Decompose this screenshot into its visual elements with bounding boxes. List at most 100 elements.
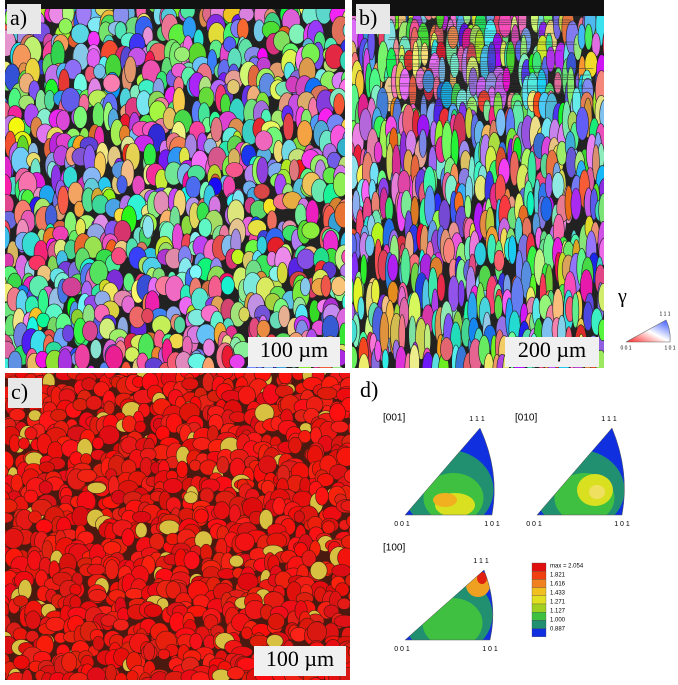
panel-label: c) — [11, 379, 28, 404]
grain — [575, 106, 589, 141]
corner-label: 1 0 1 — [482, 646, 498, 653]
grain — [21, 669, 33, 680]
grain — [0, 253, 4, 275]
grain — [316, 386, 338, 400]
grain — [92, 436, 104, 450]
legend-max: max = 2.054 — [550, 564, 584, 570]
grain — [238, 385, 256, 405]
grain — [120, 361, 132, 368]
grain — [507, 235, 517, 265]
grain — [77, 468, 97, 483]
scale-bar-label: 100 µm — [260, 337, 328, 362]
corner-label: 0 0 1 — [394, 646, 410, 653]
grain — [89, 339, 102, 360]
grain — [272, 496, 286, 516]
grain — [0, 323, 5, 346]
grain — [229, 354, 246, 368]
pole-figure-title: [010] — [515, 413, 537, 424]
grain — [348, 412, 350, 421]
grain — [105, 345, 124, 368]
corner-label: 1 1 1 — [473, 558, 489, 565]
grain — [443, 237, 455, 264]
grain — [422, 69, 435, 93]
grain — [210, 117, 223, 142]
pole-figure-title: [001] — [383, 413, 405, 424]
grain — [134, 420, 147, 433]
grain — [0, 557, 3, 570]
grain — [98, 425, 120, 445]
scale-box — [505, 337, 599, 367]
grain — [0, 181, 2, 199]
grain — [334, 201, 345, 228]
legend-swatch — [531, 562, 547, 572]
grain — [526, 191, 535, 217]
grain — [315, 486, 329, 506]
ipf-corner: 1 0 1 — [664, 345, 675, 351]
grain — [183, 491, 199, 504]
legend-level: 1.821 — [550, 573, 566, 579]
ipf-corner: 1 1 1 — [659, 311, 670, 317]
legend-swatch — [531, 603, 547, 613]
grain — [23, 489, 39, 504]
grain — [400, 247, 411, 287]
grain — [344, 574, 350, 587]
grain — [58, 18, 73, 35]
grain — [474, 241, 487, 266]
grain — [35, 519, 53, 534]
grain — [352, 221, 353, 233]
grain — [296, 120, 313, 147]
grain — [350, 463, 366, 478]
triangle-outline — [404, 427, 495, 516]
grain — [359, 108, 372, 142]
grain — [436, 273, 446, 302]
grain — [8, 408, 26, 422]
ipf-triangle — [625, 319, 671, 343]
grain — [240, 626, 253, 640]
grain — [193, 508, 209, 524]
grain — [174, 46, 190, 63]
grain — [570, 187, 582, 221]
grain — [61, 651, 78, 673]
grain — [282, 112, 294, 141]
grain — [157, 648, 171, 660]
grain — [0, 637, 3, 651]
grain — [301, 221, 321, 240]
grain — [309, 561, 328, 581]
grain — [5, 56, 6, 58]
grain — [346, 515, 350, 527]
grain — [183, 551, 201, 570]
grain — [332, 172, 345, 197]
grain — [0, 83, 3, 99]
grain — [181, 377, 199, 391]
legend-swatch — [531, 628, 547, 637]
grain — [440, 337, 454, 361]
grain — [320, 275, 332, 298]
grain — [293, 510, 305, 524]
legend-swatch — [531, 579, 547, 588]
grain — [85, 395, 103, 411]
triangle-outline — [404, 569, 494, 641]
corner-label: 1 0 1 — [614, 521, 630, 528]
grain — [441, 121, 453, 163]
grain — [69, 595, 82, 610]
grain — [62, 324, 75, 343]
corner-label: 0 0 1 — [526, 521, 542, 528]
contour — [589, 485, 605, 499]
grain — [267, 613, 285, 630]
grain — [28, 510, 42, 524]
grain — [173, 316, 186, 334]
contour — [422, 598, 483, 640]
grain — [176, 460, 189, 479]
grain — [45, 616, 66, 632]
panel-label: a) — [10, 5, 27, 30]
legend-level: 0.887 — [550, 627, 566, 633]
grain — [44, 90, 56, 111]
grain — [306, 621, 327, 643]
grain — [602, 32, 604, 57]
label-box — [8, 378, 42, 408]
grain — [0, 573, 3, 586]
grain — [237, 572, 259, 591]
grain — [121, 528, 135, 547]
grain — [506, 40, 516, 75]
grain — [5, 672, 7, 679]
